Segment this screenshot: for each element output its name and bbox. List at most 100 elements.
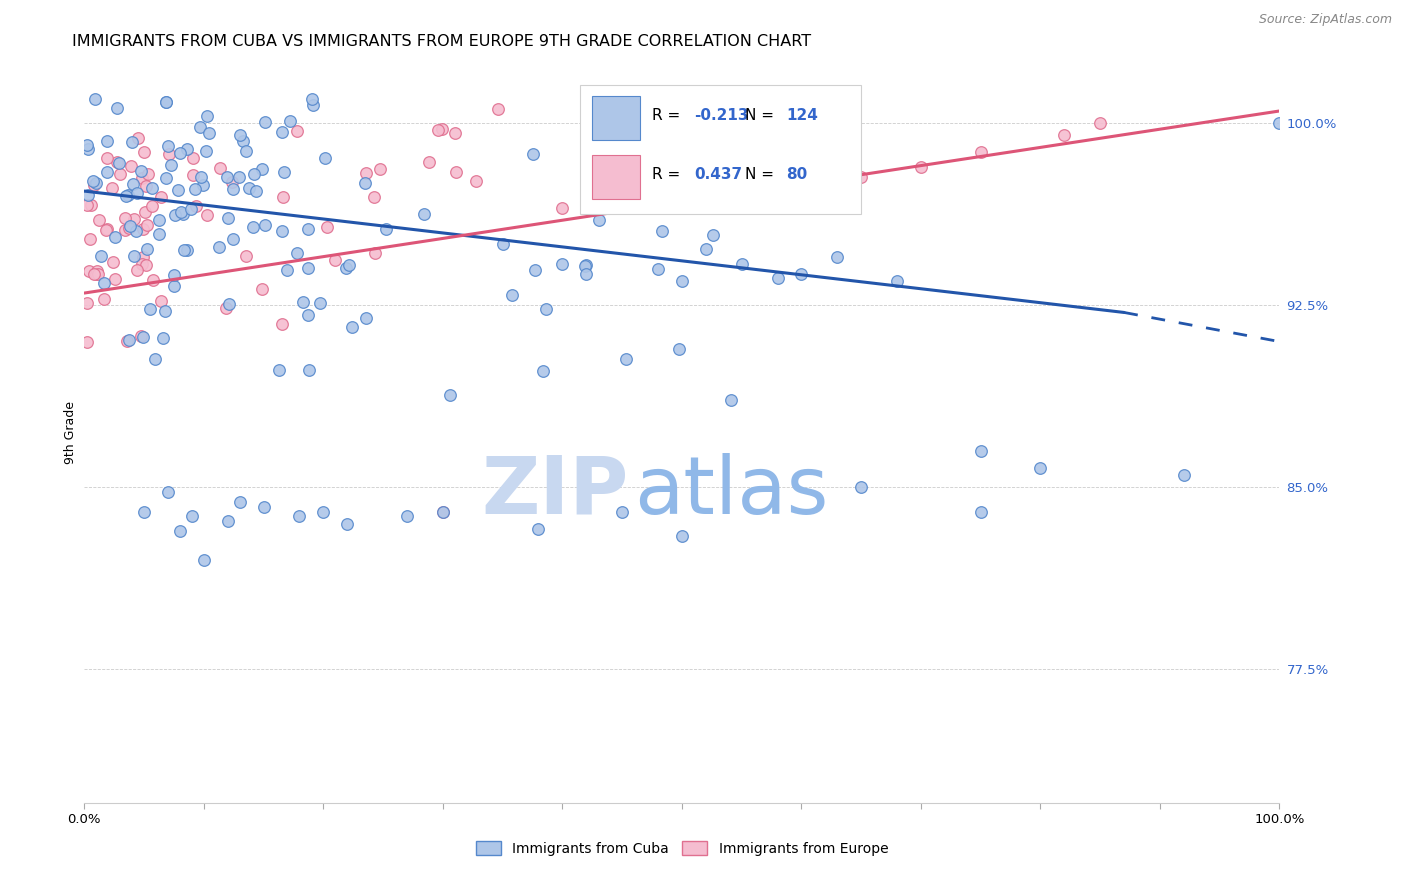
Point (315, 220, 337, 235)
Point (87, 212, 110, 227)
Point (245, 185, 267, 199)
Point (229, 495, 252, 509)
Point (135, 258, 157, 272)
Point (614, 351, 637, 366)
Point (575, 258, 598, 272)
Point (169, 204, 191, 219)
Point (96, 165, 118, 179)
Point (432, 504, 454, 518)
Point (96, 222, 118, 236)
Point (413, 207, 436, 221)
Point (309, 296, 332, 310)
Point (197, 109, 219, 123)
Point (970, 504, 993, 518)
Text: Source: ZipAtlas.com: Source: ZipAtlas.com (1258, 13, 1392, 27)
Point (695, 243, 717, 257)
Text: ZIP: ZIP (481, 453, 628, 531)
Point (77, 188, 100, 202)
Point (176, 141, 198, 155)
Point (183, 168, 205, 182)
Text: R =: R = (652, 108, 685, 123)
Point (90, 249, 112, 263)
Point (235, 144, 257, 158)
Point (122, 249, 145, 263)
Point (217, 211, 239, 225)
Point (339, 258, 361, 272)
Point (253, 500, 276, 514)
Point (131, 330, 153, 344)
Point (76, 296, 98, 310)
Point (218, 297, 240, 311)
Point (827, 250, 849, 264)
Point (77, 142, 100, 156)
Point (124, 212, 146, 227)
Point (267, 363, 290, 377)
Point (288, 509, 311, 524)
Point (169, 145, 191, 160)
Point (118, 333, 141, 347)
FancyBboxPatch shape (581, 85, 862, 214)
Point (195, 144, 218, 158)
Text: -0.213: -0.213 (695, 108, 748, 123)
Point (271, 224, 294, 238)
Point (101, 181, 124, 195)
Point (134, 205, 156, 219)
Point (127, 186, 149, 200)
Point (731, 257, 754, 271)
Point (135, 178, 157, 193)
Point (77, 264, 100, 278)
Point (131, 171, 153, 186)
Point (96, 135, 118, 149)
Point (647, 261, 669, 276)
Point (374, 222, 396, 236)
Point (238, 181, 260, 195)
Point (136, 218, 159, 232)
Point (125, 224, 148, 238)
Point (120, 219, 142, 234)
Point (105, 154, 128, 169)
Point (297, 308, 319, 322)
Point (93, 292, 115, 306)
Point (96, 151, 118, 165)
Point (720, 393, 742, 408)
Point (228, 128, 250, 142)
Point (188, 120, 211, 134)
Point (575, 267, 598, 281)
Point (363, 189, 385, 203)
Point (132, 221, 155, 235)
Point (297, 222, 319, 236)
Point (193, 553, 215, 567)
Point (208, 161, 231, 176)
Point (142, 272, 165, 286)
Point (551, 257, 574, 271)
Point (354, 166, 377, 180)
Point (335, 260, 357, 275)
Point (76, 198, 98, 212)
Point (181, 151, 204, 165)
Point (297, 261, 319, 276)
Y-axis label: 9th Grade: 9th Grade (65, 401, 77, 464)
Point (190, 170, 212, 185)
Point (86, 264, 108, 278)
Point (172, 207, 194, 221)
Point (668, 342, 690, 356)
Point (191, 178, 214, 192)
Point (970, 145, 993, 160)
Text: N =: N = (745, 168, 779, 183)
Point (129, 329, 152, 343)
Point (432, 122, 454, 136)
Point (148, 213, 170, 227)
Point (298, 363, 321, 377)
Point (127, 263, 149, 277)
Point (418, 155, 440, 169)
Point (527, 521, 550, 535)
Point (271, 125, 294, 139)
Point (157, 485, 180, 500)
Point (228, 170, 250, 185)
FancyBboxPatch shape (592, 95, 640, 140)
Point (222, 182, 245, 196)
Point (141, 181, 163, 195)
Point (363, 246, 385, 260)
Point (731, 184, 754, 198)
Text: atlas: atlas (634, 453, 828, 531)
